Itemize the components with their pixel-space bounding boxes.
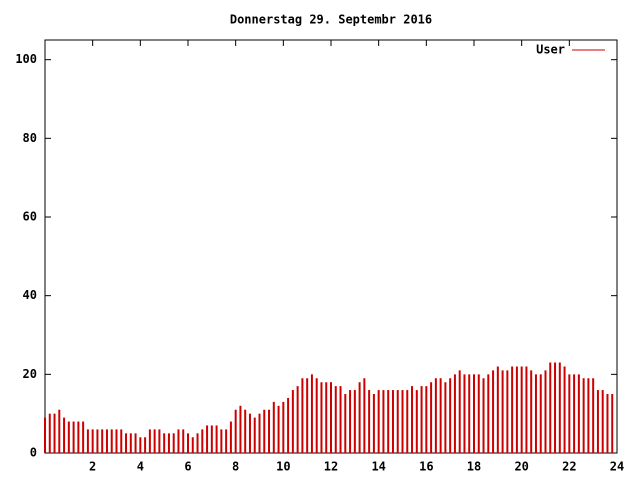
y-tick-label: 0 [30, 446, 37, 460]
chart-title: Donnerstag 29. Septembr 2016 [230, 13, 432, 27]
x-tick-label: 20 [514, 460, 528, 474]
y-tick-label: 100 [15, 52, 37, 66]
x-tick-label: 16 [419, 460, 433, 474]
x-tick-label: 10 [276, 460, 290, 474]
x-tick-label: 8 [232, 460, 239, 474]
x-tick-label: 6 [184, 460, 191, 474]
y-tick-label: 60 [23, 210, 37, 224]
x-tick-label: 14 [371, 460, 385, 474]
x-tick-label: 4 [137, 460, 144, 474]
y-tick-label: 40 [23, 288, 37, 302]
x-tick-label: 12 [324, 460, 338, 474]
x-tick-label: 2 [89, 460, 96, 474]
legend-label: User [536, 43, 565, 57]
y-tick-label: 80 [23, 131, 37, 145]
x-tick-label: 24 [610, 460, 624, 474]
x-tick-label: 22 [562, 460, 576, 474]
x-tick-label: 18 [467, 460, 481, 474]
y-tick-label: 20 [23, 367, 37, 381]
